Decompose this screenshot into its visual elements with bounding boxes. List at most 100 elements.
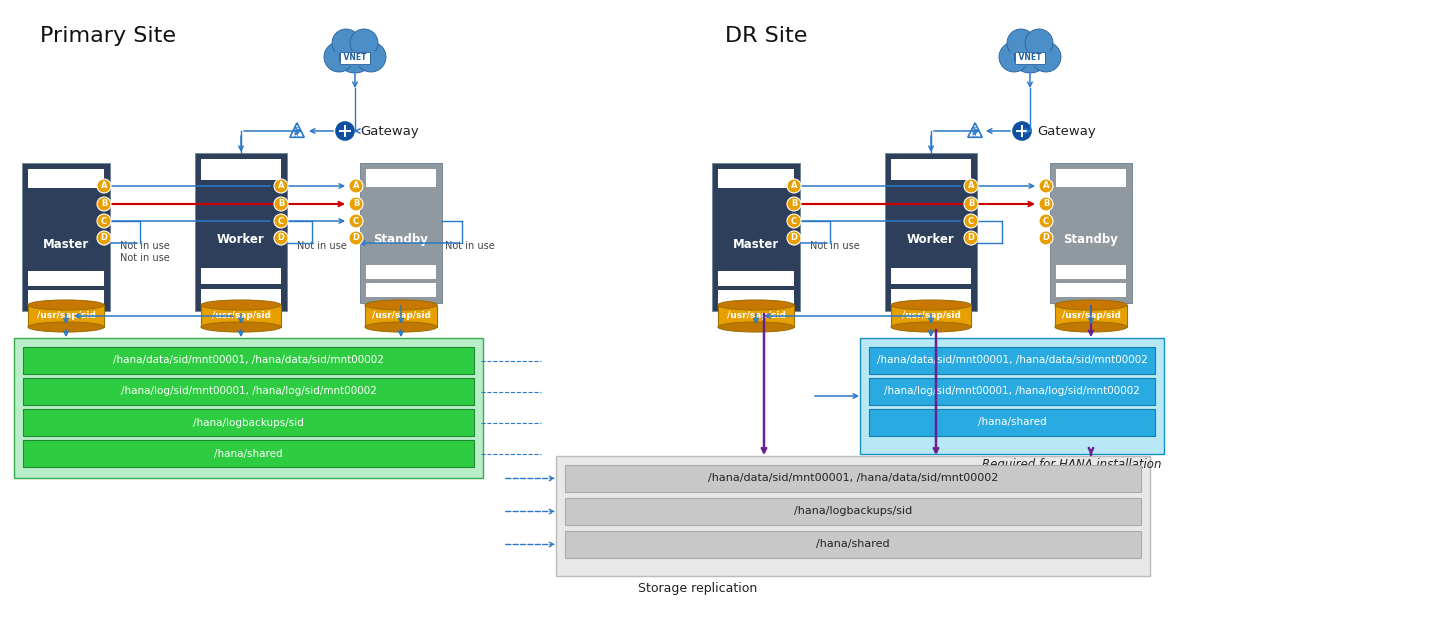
Text: R: R xyxy=(971,131,977,140)
FancyBboxPatch shape xyxy=(1015,52,1045,64)
Circle shape xyxy=(336,122,355,140)
Text: A: A xyxy=(1042,181,1050,190)
Text: Gateway: Gateway xyxy=(1037,125,1095,138)
Text: D: D xyxy=(1042,233,1050,242)
Polygon shape xyxy=(968,123,982,138)
FancyBboxPatch shape xyxy=(565,465,1141,492)
FancyBboxPatch shape xyxy=(1055,305,1127,327)
Circle shape xyxy=(1025,29,1052,57)
Circle shape xyxy=(1000,42,1030,72)
FancyBboxPatch shape xyxy=(891,159,971,180)
Circle shape xyxy=(964,179,978,193)
Text: /usr/sap/sid: /usr/sap/sid xyxy=(726,311,785,320)
Circle shape xyxy=(1012,122,1031,140)
FancyBboxPatch shape xyxy=(202,305,282,327)
Text: /hana/data/sid/mnt00001, /hana/data/sid/mnt00002: /hana/data/sid/mnt00001, /hana/data/sid/… xyxy=(708,473,998,484)
Circle shape xyxy=(964,214,978,228)
Text: /hana/data/sid/mnt00001, /hana/data/sid/mnt00002: /hana/data/sid/mnt00001, /hana/data/sid/… xyxy=(877,356,1147,365)
FancyBboxPatch shape xyxy=(1055,168,1127,187)
Text: Master: Master xyxy=(732,238,779,251)
FancyBboxPatch shape xyxy=(718,290,794,305)
Text: /hana/shared: /hana/shared xyxy=(978,417,1047,428)
Text: Required for HANA installation: Required for HANA installation xyxy=(982,458,1163,471)
Ellipse shape xyxy=(1055,322,1127,332)
Text: A: A xyxy=(100,181,107,190)
FancyBboxPatch shape xyxy=(565,531,1141,558)
FancyBboxPatch shape xyxy=(556,456,1150,576)
Text: DR Site: DR Site xyxy=(725,26,808,46)
FancyBboxPatch shape xyxy=(891,289,971,305)
Circle shape xyxy=(332,29,360,57)
Text: D: D xyxy=(353,233,359,242)
Circle shape xyxy=(275,197,287,211)
FancyBboxPatch shape xyxy=(202,159,280,180)
Circle shape xyxy=(787,197,801,211)
Text: /usr/sap/sid: /usr/sap/sid xyxy=(901,311,961,320)
Text: /hana/log/sid/mnt00001, /hana/log/sid/mnt00002: /hana/log/sid/mnt00001, /hana/log/sid/mn… xyxy=(120,386,376,397)
Circle shape xyxy=(1040,231,1052,245)
Text: A: A xyxy=(277,181,285,190)
FancyBboxPatch shape xyxy=(29,290,104,305)
Text: B: B xyxy=(277,199,285,208)
Ellipse shape xyxy=(718,300,794,310)
Circle shape xyxy=(1007,29,1035,57)
Circle shape xyxy=(1010,33,1050,73)
Text: /hana/shared: /hana/shared xyxy=(817,539,889,550)
FancyBboxPatch shape xyxy=(23,378,473,405)
Text: B: B xyxy=(1042,199,1050,208)
Circle shape xyxy=(275,214,287,228)
Circle shape xyxy=(349,214,363,228)
Text: A: A xyxy=(353,181,359,190)
Text: C: C xyxy=(1042,217,1050,226)
FancyBboxPatch shape xyxy=(366,168,436,187)
FancyBboxPatch shape xyxy=(712,163,799,311)
Circle shape xyxy=(97,214,112,228)
Text: D: D xyxy=(791,233,798,242)
FancyBboxPatch shape xyxy=(21,163,110,311)
Text: Standby: Standby xyxy=(1064,233,1118,246)
Text: E: E xyxy=(971,127,977,136)
Circle shape xyxy=(787,179,801,193)
FancyBboxPatch shape xyxy=(718,169,794,188)
Text: Not in use: Not in use xyxy=(120,253,170,263)
FancyBboxPatch shape xyxy=(29,271,104,286)
FancyBboxPatch shape xyxy=(1055,265,1127,279)
FancyBboxPatch shape xyxy=(335,51,375,66)
FancyBboxPatch shape xyxy=(23,440,473,467)
FancyBboxPatch shape xyxy=(14,338,483,478)
Text: Master: Master xyxy=(43,238,89,251)
Text: /hana/log/sid/mnt00001, /hana/log/sid/mnt00002: /hana/log/sid/mnt00001, /hana/log/sid/mn… xyxy=(884,386,1140,397)
Circle shape xyxy=(356,42,386,72)
Text: Not in use: Not in use xyxy=(297,241,346,251)
Circle shape xyxy=(787,214,801,228)
Text: Not in use: Not in use xyxy=(809,241,859,251)
Text: D: D xyxy=(277,233,285,242)
FancyBboxPatch shape xyxy=(202,289,280,305)
FancyBboxPatch shape xyxy=(1010,51,1050,66)
FancyBboxPatch shape xyxy=(23,409,473,436)
FancyBboxPatch shape xyxy=(859,338,1164,454)
Text: /usr/sap/sid: /usr/sap/sid xyxy=(1061,311,1121,320)
Ellipse shape xyxy=(365,300,438,310)
FancyBboxPatch shape xyxy=(1050,163,1133,303)
Circle shape xyxy=(325,42,355,72)
FancyBboxPatch shape xyxy=(718,271,794,286)
FancyBboxPatch shape xyxy=(891,268,971,284)
Circle shape xyxy=(1031,42,1061,72)
Text: Worker: Worker xyxy=(217,233,265,246)
FancyBboxPatch shape xyxy=(202,268,280,284)
Text: Primary Site: Primary Site xyxy=(40,26,176,46)
Ellipse shape xyxy=(29,300,104,310)
Text: B: B xyxy=(791,199,797,208)
Text: C: C xyxy=(353,217,359,226)
FancyBboxPatch shape xyxy=(869,378,1155,405)
Text: D: D xyxy=(968,233,974,242)
Ellipse shape xyxy=(891,300,971,310)
Text: E: E xyxy=(293,127,297,136)
Circle shape xyxy=(335,33,375,73)
Text: /hana/shared: /hana/shared xyxy=(214,449,283,458)
Text: B: B xyxy=(353,199,359,208)
Text: B: B xyxy=(100,199,107,208)
Text: /usr/sap/sid: /usr/sap/sid xyxy=(372,311,430,320)
Text: /hana/logbackups/sid: /hana/logbackups/sid xyxy=(193,417,305,428)
